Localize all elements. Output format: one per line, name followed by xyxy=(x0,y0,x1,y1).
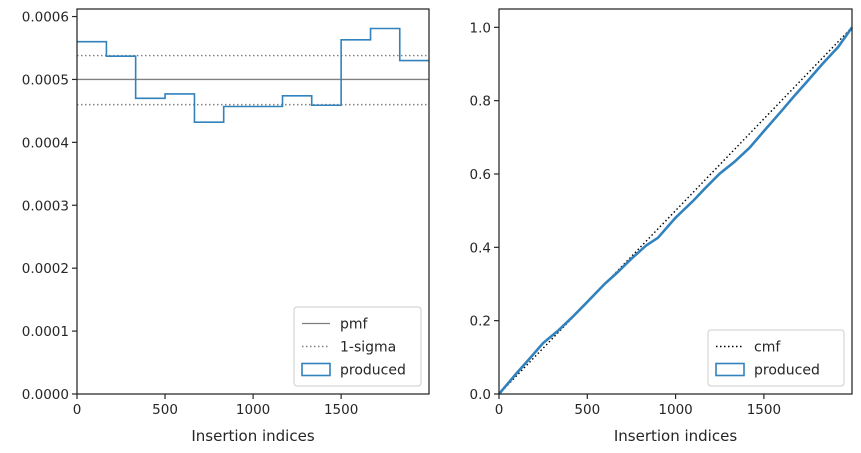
x-tick-label: 1000 xyxy=(658,402,692,418)
x-tick-label: 0 xyxy=(495,402,504,418)
legend-label: 1-sigma xyxy=(340,340,396,356)
legend: pmf 1-sigma produced xyxy=(293,306,422,387)
produced-histogram xyxy=(77,27,429,124)
legend-box xyxy=(707,329,845,387)
x-axis-title: Insertion indices xyxy=(191,427,314,445)
legend-handle-produced xyxy=(301,362,331,377)
x-tick-label: 500 xyxy=(152,402,178,418)
y-tick-label: 0.0004 xyxy=(22,135,69,151)
y-tick-label: 0.0 xyxy=(470,387,491,403)
y-tick-label: 1.0 xyxy=(470,20,491,36)
x-tick-label: 1500 xyxy=(747,402,781,418)
y-tick-label: 0.0002 xyxy=(22,261,69,277)
y-tick-label: 0.2 xyxy=(470,314,491,330)
legend-handle-produced xyxy=(715,362,745,377)
x-tick-label: 500 xyxy=(574,402,600,418)
cmf-panel: 0 500 1000 1500 0.0 0.2 0.4 0.6 0.8 1.0 Insertion … xyxy=(470,8,854,445)
y-tick-label: 0.0005 xyxy=(22,72,69,88)
plot-area xyxy=(77,27,429,124)
legend: cmf produced xyxy=(707,329,845,387)
y-tick-label: 0.0006 xyxy=(22,10,69,26)
y-tick-label: 0.0001 xyxy=(22,324,69,340)
y-tick-label: 0.0000 xyxy=(22,387,69,403)
y-tick-label: 0.0003 xyxy=(22,198,69,214)
produced-cdf-line xyxy=(498,26,854,395)
legend-label: pmf xyxy=(340,317,369,333)
pmf-panel: 0 500 1000 1500 0.0000 0.0001 0.0002 0.0003 0.00… xyxy=(22,8,430,445)
x-tick-label: 1500 xyxy=(324,402,358,418)
plot-area xyxy=(498,26,854,395)
legend-label: produced xyxy=(754,363,820,379)
y-tick-label: 0.8 xyxy=(470,94,491,110)
y-tick-label: 0.6 xyxy=(470,167,491,183)
x-tick-label: 0 xyxy=(73,402,82,418)
legend-label: cmf xyxy=(754,340,781,356)
x-tick-label: 1000 xyxy=(236,402,270,418)
x-axis-title: Insertion indices xyxy=(614,427,737,445)
legend-label: produced xyxy=(340,363,406,379)
cmf-line xyxy=(498,26,853,395)
y-tick-label: 0.4 xyxy=(470,240,491,256)
legend-box xyxy=(293,306,422,387)
